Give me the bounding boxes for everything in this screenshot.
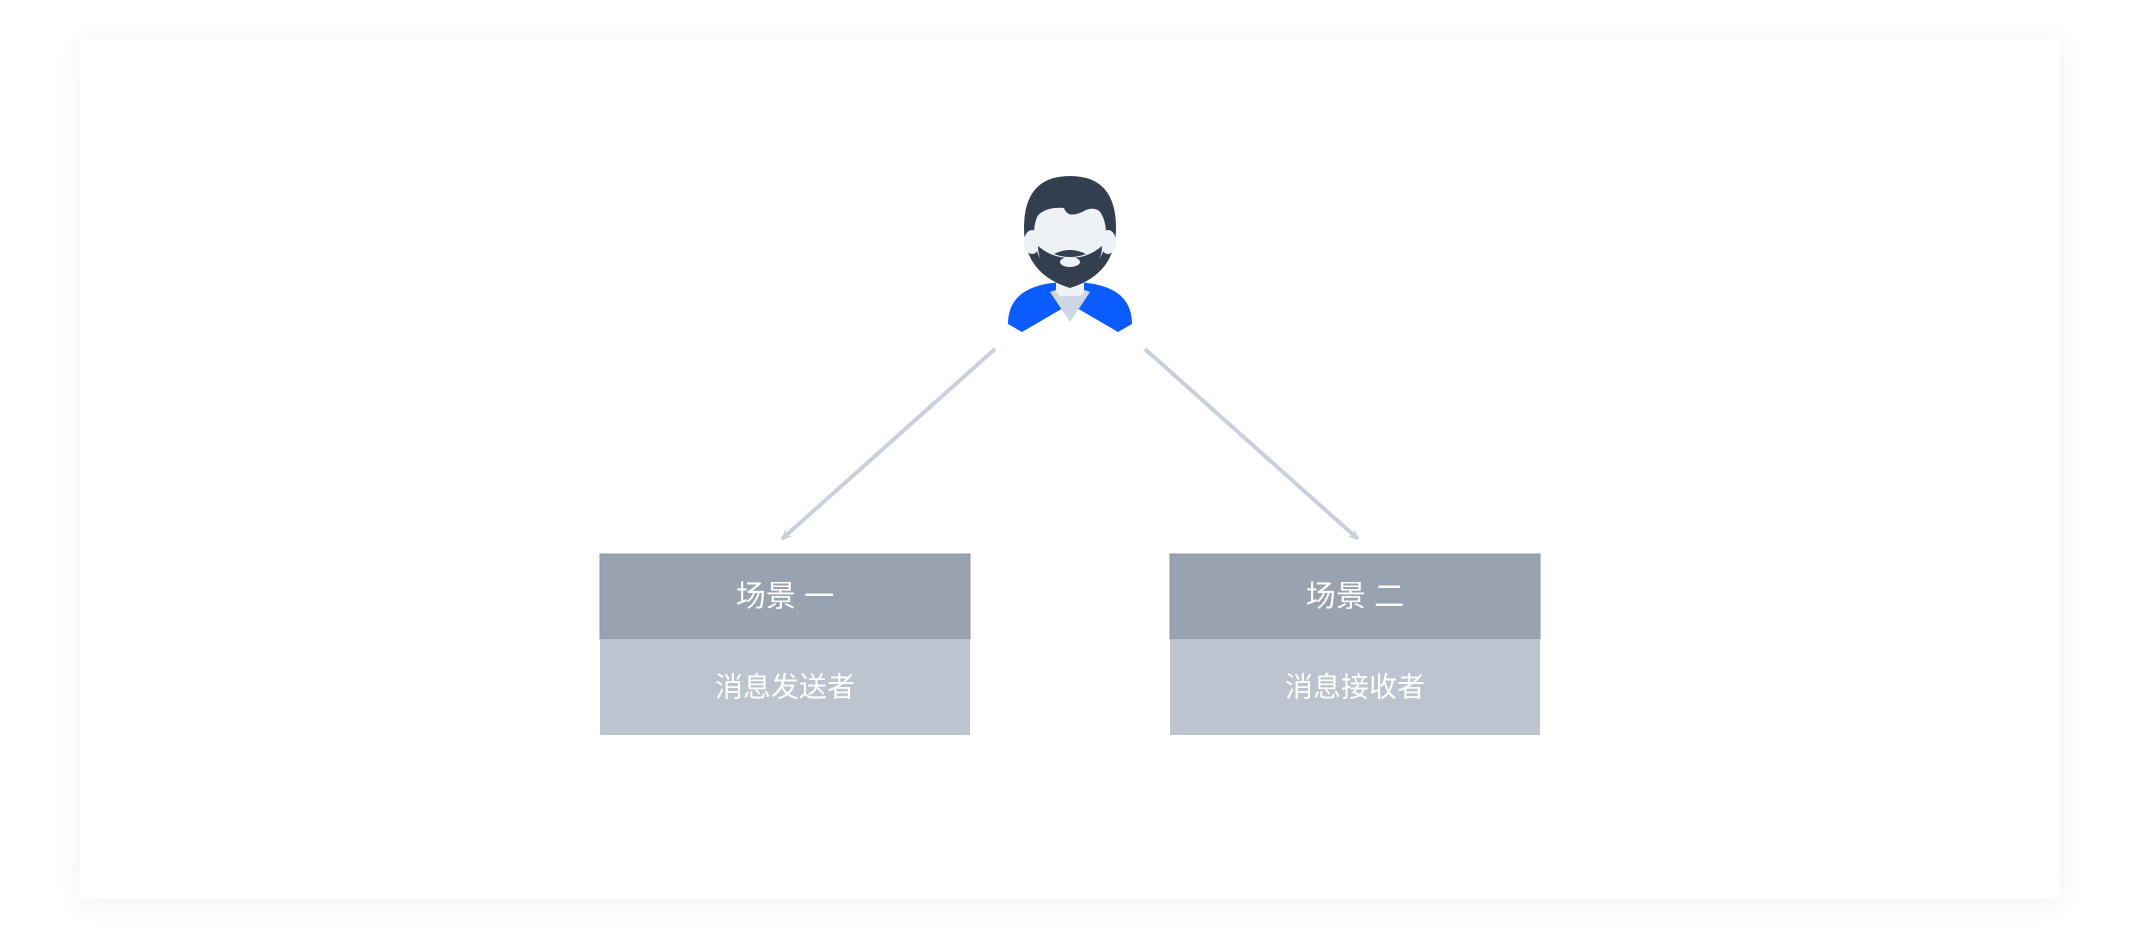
diagram-svg: 场景 一 消息发送者 场景 二 消息接收者 [80,39,2060,899]
scenario-node-right: 场景 二 消息接收者 [1170,554,1540,735]
scenario-node-left: 场景 一 消息发送者 [600,554,970,735]
diagram-card: 场景 一 消息发送者 场景 二 消息接收者 [80,39,2060,899]
user-avatar-icon [1008,176,1132,332]
scenario-right-subtitle: 消息接收者 [1285,672,1425,703]
arrow-left [782,349,995,539]
scenario-right-title: 场景 二 [1306,581,1404,614]
scenario-left-title: 场景 一 [736,581,834,614]
scenario-left-subtitle: 消息发送者 [715,672,855,703]
arrow-right [1145,349,1358,539]
